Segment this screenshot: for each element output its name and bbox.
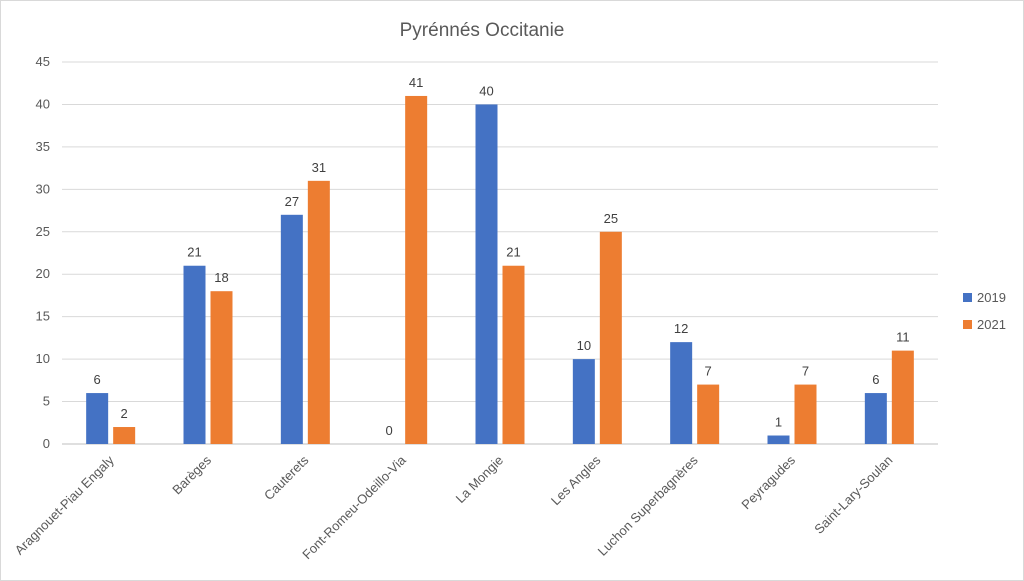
x-category-label: Luchon Superbagnères [595, 452, 702, 559]
data-label: 7 [802, 364, 809, 379]
data-label: 27 [285, 194, 299, 209]
bar-2021 [697, 384, 720, 444]
data-label: 21 [506, 245, 520, 260]
legend-swatch-2019 [963, 293, 972, 302]
bar-2021 [113, 427, 136, 444]
data-label: 7 [705, 364, 712, 379]
data-labels: 6 2 21 18 27 31 0 41 40 21 10 25 12 7 1 7 6 11 [94, 75, 910, 438]
bar-2019 [572, 359, 595, 444]
data-label: 10 [577, 338, 591, 353]
data-label: 18 [214, 270, 228, 285]
bar-2021 [405, 95, 428, 444]
data-label: 41 [409, 75, 423, 90]
y-axis-ticks: 0 5 10 15 20 25 30 35 40 45 [36, 54, 50, 451]
data-label: 31 [312, 160, 326, 175]
bar-2019 [86, 393, 109, 444]
data-label: 12 [674, 321, 688, 336]
y-tick-label: 25 [36, 224, 50, 239]
y-tick-label: 30 [36, 181, 50, 196]
data-label: 0 [386, 423, 393, 438]
bar-2019 [183, 265, 206, 444]
data-label: 6 [872, 372, 879, 387]
x-category-label: Barèges [169, 452, 214, 497]
y-tick-label: 20 [36, 266, 50, 281]
x-category-label: Font-Romeu-Odeillo-Via [299, 452, 409, 562]
bar-2019 [767, 435, 790, 444]
y-tick-label: 40 [36, 96, 50, 111]
x-category-label: Aragnouet-Piau Engaly [12, 452, 118, 558]
chart-title: Pyrénnés Occitanie [400, 20, 565, 41]
bar-2021 [794, 384, 817, 444]
data-label: 25 [604, 211, 618, 226]
x-category-label: Les Angles [548, 452, 604, 508]
legend: 2019 2021 [963, 290, 1006, 332]
bars [86, 95, 914, 444]
data-label: 40 [479, 83, 493, 98]
x-axis-categories: Aragnouet-Piau Engaly Barèges CauteretsFon… [12, 452, 896, 562]
bar-2021 [502, 265, 525, 444]
legend-swatch-2021 [963, 320, 972, 329]
legend-label: 2019 [977, 290, 1006, 305]
data-label: 1 [775, 415, 782, 430]
bar-2021 [891, 350, 914, 444]
bar-2021 [599, 231, 622, 444]
data-label: 2 [121, 406, 128, 421]
bar-2019 [670, 342, 693, 444]
bar-2019 [475, 104, 498, 444]
y-tick-label: 15 [36, 309, 50, 324]
y-tick-label: 0 [43, 436, 50, 451]
y-tick-label: 10 [36, 351, 50, 366]
data-label: 11 [896, 330, 910, 345]
bar-2019 [864, 393, 887, 444]
data-label: 6 [94, 372, 101, 387]
x-category-label: Cauterets [261, 452, 312, 503]
x-category-label: La Mongie [453, 453, 507, 507]
x-category-label: Peyragudes [738, 452, 798, 512]
bar-2019 [280, 214, 303, 444]
y-tick-label: 45 [36, 54, 50, 69]
bar-2021 [307, 180, 330, 444]
bar-2021 [210, 291, 233, 444]
y-tick-label: 5 [43, 394, 50, 409]
x-category-label: Saint-Lary-Soulan [811, 453, 895, 537]
legend-label: 2021 [977, 317, 1006, 332]
data-label: 21 [187, 245, 201, 260]
y-tick-label: 35 [36, 139, 50, 154]
gridlines [62, 61, 938, 445]
